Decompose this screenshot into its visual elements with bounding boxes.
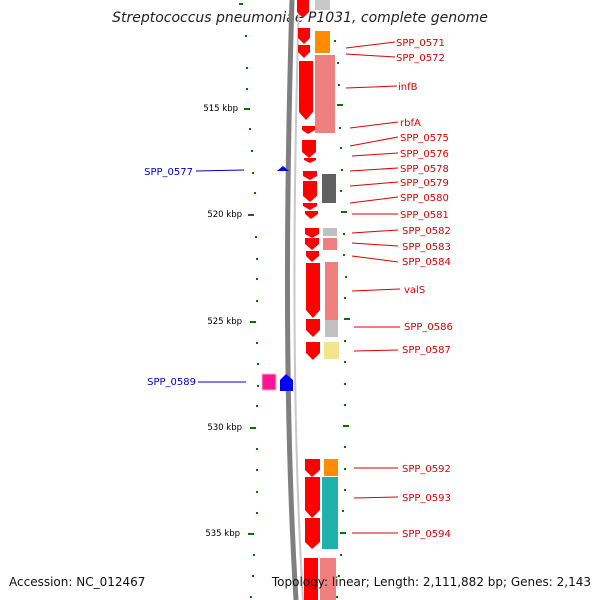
gene-label: infB [398, 82, 418, 93]
gene-arrow-spp-0589 [280, 374, 293, 391]
gene-label: SPP_0581 [400, 210, 449, 221]
gene-label: SPP_0593 [402, 493, 451, 504]
gene-label: SPP_0587 [402, 345, 451, 356]
gene-arrow-spp-0571 [298, 28, 310, 44]
topology-text: Topology: linear; Length: 2,111,882 bp; … [271, 575, 591, 589]
gene-label: SPP_0589 [147, 377, 196, 388]
gene-label: SPP_0571 [396, 38, 445, 49]
gene-arrow-spp-0572 [298, 45, 310, 58]
genome-backbone-highlight [293, 0, 304, 600]
gene-label: valS [404, 285, 425, 296]
gene-arrow-spp-0575 [302, 140, 316, 158]
reverse-gene-labels: SPP_0577 SPP_0589 [144, 167, 196, 388]
accession-text: Accession: NC_012467 [9, 575, 146, 589]
gene-arrow-spp-0594 [305, 518, 320, 549]
gene-arrow-spp-0580 [303, 203, 317, 210]
gene-arrow-spp-0570 [297, 0, 309, 18]
gene-arrow-spp-0588-outline [261, 373, 277, 391]
reverse-genes [261, 166, 293, 391]
gene-label: SPP_0583 [402, 242, 451, 253]
gene-arrow-spp-0581 [305, 211, 318, 219]
gene-label: SPP_0579 [400, 178, 449, 189]
scale-labels: 515 kbp 520 kbp 525 kbp 530 kbp 535 kbp [203, 104, 242, 539]
gene-arrow-spp-0579 [303, 181, 317, 202]
track-column [315, 0, 339, 600]
gene-arrow-spp-0595 [304, 558, 318, 600]
reverse-label-lines [195, 169, 246, 383]
gene-arrow-spp-0584 [306, 251, 319, 262]
scale-label: 535 kbp [205, 529, 240, 539]
genome-backbone [285, 0, 299, 600]
gene-arrow-infb [299, 61, 313, 120]
gene-arrow-rbfa [302, 126, 315, 134]
gene-label: SPP_0578 [400, 164, 449, 175]
scale-label: 520 kbp [207, 210, 242, 220]
gene-label: SPP_0594 [402, 529, 451, 540]
gene-label: SPP_0575 [400, 133, 449, 144]
gene-arrow-spp-0583 [305, 238, 319, 250]
gene-label: SPP_0577 [144, 167, 193, 178]
scale-label: 515 kbp [203, 104, 238, 114]
scale-label: 525 kbp [207, 317, 242, 327]
gene-arrow-spp-0586 [306, 319, 320, 337]
gene-arrow-vals [306, 263, 320, 318]
gene-arrow-spp-0592 [305, 459, 320, 477]
gene-arrow-spp-0577 [277, 166, 289, 171]
genome-title: Streptococcus pneumoniae P1031, complete… [112, 10, 488, 26]
gene-label: SPP_0584 [402, 257, 451, 268]
gene-label: SPP_0582 [402, 226, 451, 237]
forward-label-lines [345, 41, 401, 534]
gene-label: SPP_0572 [396, 53, 445, 64]
gene-arrow-spp-0588 [262, 374, 276, 390]
guide-ticks-right [334, 40, 350, 598]
gene-arrow-spp-0578 [303, 171, 317, 180]
gene-label: rbfA [400, 118, 421, 129]
gene-arrow-spp-0576 [304, 158, 316, 163]
guide-ticks-left [239, 3, 259, 598]
gene-label: SPP_0580 [400, 193, 449, 204]
forward-gene-labels: SPP_0571 SPP_0572 infB rbfA SPP_0575 SPP… [396, 38, 453, 540]
gene-label: SPP_0576 [400, 149, 449, 160]
gene-label: SPP_0592 [402, 464, 451, 475]
gene-arrow-spp-0593 [305, 477, 320, 518]
gene-arrow-spp-0587 [306, 342, 320, 360]
gene-arrow-spp-0582 [305, 228, 319, 238]
forward-genes [297, 0, 320, 600]
scale-label: 530 kbp [207, 423, 242, 433]
gene-label: SPP_0586 [404, 322, 453, 333]
